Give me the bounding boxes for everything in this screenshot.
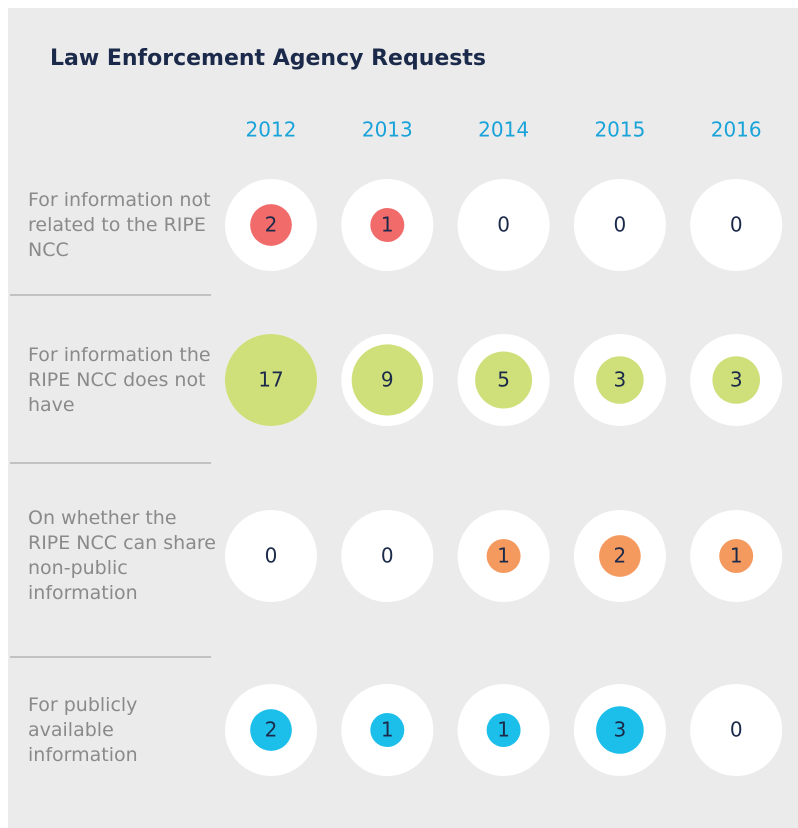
chart-title: Law Enforcement Agency Requests (50, 46, 486, 71)
column-label: 2016 (711, 118, 762, 142)
bubble (719, 539, 754, 573)
row-label: For publicly available information (28, 693, 138, 766)
value-label: 1 (381, 718, 394, 742)
value-label: 2 (614, 544, 627, 568)
column-label: 2015 (594, 118, 645, 142)
value-label: 1 (497, 544, 510, 568)
value-label: 0 (730, 718, 743, 742)
cell-background (573, 179, 666, 271)
bubble (370, 208, 405, 242)
value-label: 0 (730, 213, 743, 237)
column-label: 2014 (478, 118, 529, 142)
cell-background (225, 510, 317, 602)
bubble (224, 333, 318, 427)
value-label: 17 (258, 368, 283, 392)
value-label: 1 (730, 544, 743, 568)
bubble (250, 709, 292, 751)
column-label: 2012 (246, 118, 297, 142)
value-label: 3 (730, 368, 743, 392)
bubble (486, 713, 521, 747)
value-label: 3 (614, 718, 627, 742)
cell-background (457, 179, 550, 271)
bubble (596, 356, 644, 404)
bubble (712, 356, 761, 404)
row-label: On whether the RIPE NCC can share non-pu… (28, 507, 216, 604)
row-label: For information the RIPE NCC does not ha… (28, 343, 211, 416)
value-label: 0 (614, 213, 627, 237)
value-label: 2 (265, 213, 278, 237)
value-label: 2 (265, 718, 278, 742)
row-label: For information not related to the RIPE … (28, 188, 211, 261)
bubble (351, 344, 423, 416)
value-label: 0 (381, 544, 394, 568)
bubble (250, 204, 292, 246)
cell-background (690, 179, 783, 271)
column-label: 2013 (362, 118, 413, 142)
value-label: 9 (381, 368, 394, 392)
bubble (486, 539, 521, 573)
value-label: 5 (497, 368, 510, 392)
value-label: 0 (265, 544, 278, 568)
cell-background (690, 684, 783, 776)
cell-background (341, 510, 434, 602)
value-label: 3 (614, 368, 627, 392)
bubble (370, 713, 405, 747)
value-label: 1 (497, 718, 510, 742)
bubble (599, 535, 641, 577)
value-label: 1 (381, 213, 394, 237)
value-label: 0 (497, 213, 510, 237)
bubble (596, 706, 644, 754)
bubble (475, 351, 533, 409)
